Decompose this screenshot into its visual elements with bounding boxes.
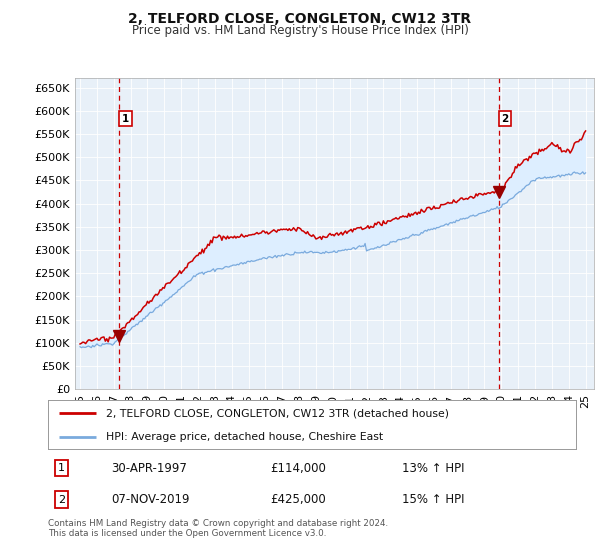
Text: 07-NOV-2019: 07-NOV-2019 (112, 493, 190, 506)
Text: 2: 2 (502, 114, 509, 124)
Text: 13% ↑ HPI: 13% ↑ HPI (402, 461, 464, 475)
Text: Price paid vs. HM Land Registry's House Price Index (HPI): Price paid vs. HM Land Registry's House … (131, 24, 469, 36)
Text: 2: 2 (58, 494, 65, 505)
Text: Contains HM Land Registry data © Crown copyright and database right 2024.
This d: Contains HM Land Registry data © Crown c… (48, 519, 388, 538)
Text: 1: 1 (58, 463, 65, 473)
Text: HPI: Average price, detached house, Cheshire East: HPI: Average price, detached house, Ches… (106, 432, 383, 442)
Text: 2, TELFORD CLOSE, CONGLETON, CW12 3TR (detached house): 2, TELFORD CLOSE, CONGLETON, CW12 3TR (d… (106, 408, 449, 418)
Text: 15% ↑ HPI: 15% ↑ HPI (402, 493, 464, 506)
Text: 30-APR-1997: 30-APR-1997 (112, 461, 187, 475)
Text: £114,000: £114,000 (270, 461, 326, 475)
Text: 1: 1 (122, 114, 129, 124)
Text: 2, TELFORD CLOSE, CONGLETON, CW12 3TR: 2, TELFORD CLOSE, CONGLETON, CW12 3TR (128, 12, 472, 26)
Text: £425,000: £425,000 (270, 493, 326, 506)
